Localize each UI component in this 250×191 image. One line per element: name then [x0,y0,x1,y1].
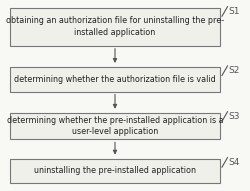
Text: S3: S3 [229,112,240,121]
Text: S4: S4 [229,158,240,167]
Text: S1: S1 [229,7,240,16]
FancyBboxPatch shape [10,113,220,139]
Text: uninstalling the pre-installed application: uninstalling the pre-installed applicati… [34,166,196,176]
Text: obtaining an authorization file for uninstalling the pre-
installed application: obtaining an authorization file for unin… [6,16,224,37]
Text: determining whether the authorization file is valid: determining whether the authorization fi… [14,75,216,84]
Text: S2: S2 [229,66,240,75]
FancyBboxPatch shape [10,159,220,183]
Text: determining whether the pre-installed application is a
user-level application: determining whether the pre-installed ap… [7,116,223,136]
FancyBboxPatch shape [10,67,220,92]
FancyBboxPatch shape [10,8,220,46]
